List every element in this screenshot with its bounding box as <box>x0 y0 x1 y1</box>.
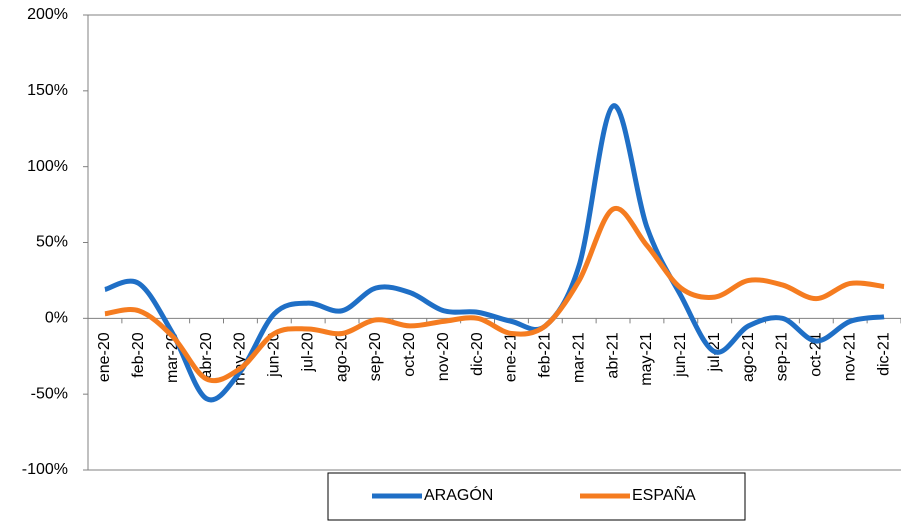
y-tick-label: 50% <box>36 234 68 251</box>
x-tick-label: ene-20 <box>96 332 113 382</box>
x-tick-label: nov-20 <box>435 332 452 381</box>
x-tick-label: ago-21 <box>740 332 757 382</box>
x-tick-label: sep-21 <box>774 332 791 381</box>
x-tick-label: feb-20 <box>130 332 147 377</box>
y-tick-label: -50% <box>31 385 68 402</box>
legend-label: ESPAÑA <box>632 484 696 504</box>
x-tick-label: mar-21 <box>570 332 587 383</box>
y-tick-label: 200% <box>27 6 68 23</box>
series-line <box>104 103 885 403</box>
x-tick-label: abr-21 <box>604 332 621 378</box>
y-tick-label: -100% <box>22 461 68 478</box>
y-tick-label: 0% <box>45 310 68 327</box>
x-tick-label: jun-21 <box>672 332 689 378</box>
x-tick-label: dic-20 <box>469 332 486 376</box>
x-tick-label: nov-21 <box>841 332 858 381</box>
x-tick-label: oct-21 <box>808 332 825 377</box>
x-tick-label: ago-20 <box>333 332 350 382</box>
x-tick-label: sep-20 <box>367 332 384 381</box>
legend-label: ARAGÓN <box>424 485 493 504</box>
x-tick-label: abr-20 <box>198 332 215 378</box>
x-tick-label: ene-21 <box>503 332 520 382</box>
x-tick-label: jun-20 <box>266 332 283 378</box>
x-tick-label: jul-20 <box>299 332 316 372</box>
y-tick-label: 150% <box>27 82 68 99</box>
x-tick-label: may-21 <box>638 332 655 385</box>
x-tick-label: dic-21 <box>875 332 892 376</box>
x-tick-label: feb-21 <box>537 332 554 377</box>
x-tick-label: oct-20 <box>401 332 418 377</box>
series-line <box>104 206 885 384</box>
y-tick-label: 100% <box>27 158 68 175</box>
